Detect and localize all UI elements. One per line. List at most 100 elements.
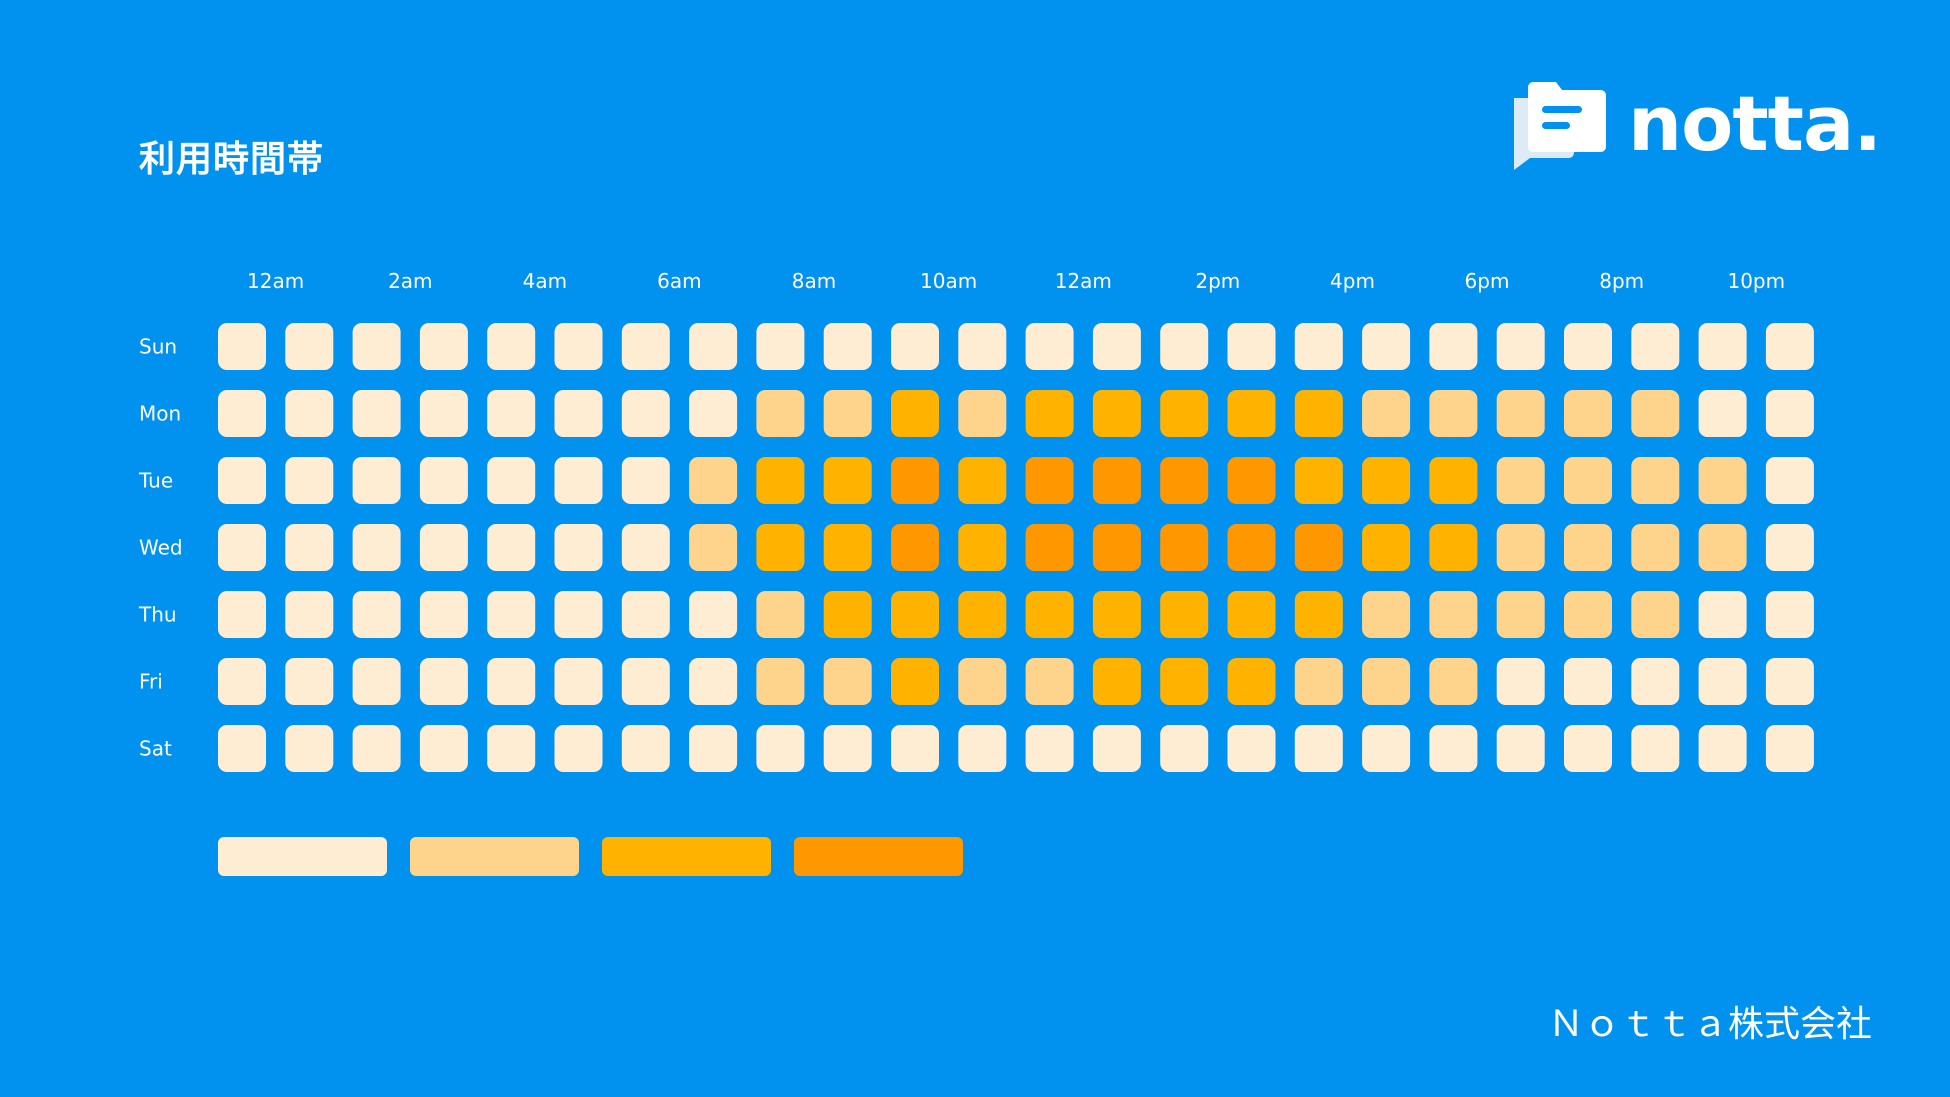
heatmap-cell-sun-19 (1496, 323, 1545, 370)
row-label-tue: Tue (138, 469, 173, 493)
heatmap-cell-thu-7 (689, 591, 738, 638)
x-tick-label-7: 2pm (1195, 269, 1240, 293)
heatmap-cell-sun-17 (1362, 323, 1411, 370)
heatmap-cell-mon-2 (352, 390, 401, 437)
heatmap-cell-wed-18 (1429, 524, 1478, 571)
heatmap-cell-tue-13 (1092, 457, 1141, 504)
legend-swatch-1 (410, 837, 579, 876)
heatmap-cell-sun-23 (1765, 323, 1814, 370)
heatmap-cell-sun-18 (1429, 323, 1478, 370)
heatmap-cell-wed-4 (487, 524, 536, 571)
heatmap-cell-tue-6 (621, 457, 670, 504)
heatmap-cell-fri-12 (1025, 658, 1074, 705)
heatmap-cell-sat-22 (1698, 725, 1747, 772)
x-tick-label-4: 8am (792, 269, 836, 293)
heatmap-cell-wed-1 (285, 524, 334, 571)
heatmap-cell-sun-12 (1025, 323, 1074, 370)
heatmap-cell-thu-23 (1765, 591, 1814, 638)
heatmap-cell-thu-14 (1160, 591, 1209, 638)
heatmap-cell-tue-21 (1631, 457, 1680, 504)
heatmap-cell-fri-20 (1564, 658, 1612, 705)
x-tick-label-0: 12am (247, 269, 304, 293)
heatmap-cell-tue-3 (419, 457, 468, 504)
heatmap-cell-mon-14 (1160, 390, 1209, 437)
row-label-sat: Sat (139, 737, 172, 761)
heatmap-cell-sun-13 (1092, 323, 1141, 370)
heatmap-cell-fri-6 (621, 658, 670, 705)
heatmap-cell-mon-15 (1227, 390, 1276, 437)
heatmap-cell-mon-9 (823, 390, 872, 437)
heatmap-cell-mon-10 (891, 390, 939, 437)
heatmap-cell-fri-19 (1496, 658, 1545, 705)
heatmap-cell-wed-23 (1765, 524, 1814, 571)
heatmap-cell-thu-15 (1227, 591, 1276, 638)
heatmap-cell-tue-20 (1564, 457, 1612, 504)
heatmap-cell-sat-9 (823, 725, 872, 772)
x-tick-label-6: 12am (1055, 269, 1112, 293)
heatmap-cell-thu-1 (285, 591, 334, 638)
x-tick-label-3: 6am (657, 269, 701, 293)
heatmap-cell-wed-7 (689, 524, 738, 571)
heatmap-cell-sat-8 (756, 725, 805, 772)
heatmap-cell-sat-6 (621, 725, 670, 772)
heatmap-cell-thu-19 (1496, 591, 1545, 638)
legend-swatch-3 (794, 837, 963, 876)
heatmap-cell-tue-16 (1294, 457, 1343, 504)
heatmap-cell-wed-10 (891, 524, 939, 571)
heatmap-cell-thu-17 (1362, 591, 1411, 638)
heatmap-cell-mon-18 (1429, 390, 1478, 437)
heatmap-cell-sat-19 (1496, 725, 1545, 772)
heatmap-cell-fri-11 (958, 658, 1007, 705)
x-tick-label-9: 6pm (1465, 269, 1510, 293)
row-label-fri: Fri (139, 670, 163, 694)
heatmap-cell-tue-7 (689, 457, 738, 504)
heatmap-cell-sun-10 (891, 323, 939, 370)
heatmap-cell-thu-21 (1631, 591, 1680, 638)
heatmap-cell-tue-8 (756, 457, 805, 504)
heatmap-cell-tue-11 (958, 457, 1007, 504)
heatmap-cell-sat-17 (1362, 725, 1411, 772)
heatmap-cell-wed-3 (419, 524, 468, 571)
heatmap-cell-sun-6 (621, 323, 670, 370)
heatmap-cell-thu-3 (419, 591, 468, 638)
heatmap-cell-sun-22 (1698, 323, 1747, 370)
heatmap-cell-wed-13 (1092, 524, 1141, 571)
heatmap-cell-tue-23 (1765, 457, 1814, 504)
heatmap-cell-tue-15 (1227, 457, 1276, 504)
heatmap-cell-wed-0 (218, 524, 266, 571)
heatmap-cell-wed-9 (823, 524, 872, 571)
heatmap-cell-thu-12 (1025, 591, 1074, 638)
heatmap-cell-thu-18 (1429, 591, 1478, 638)
heatmap-cell-fri-22 (1698, 658, 1747, 705)
heatmap-cell-wed-11 (958, 524, 1007, 571)
heatmap-cell-sat-16 (1294, 725, 1343, 772)
heatmap-cell-sat-5 (554, 725, 603, 772)
heatmap-cell-fri-16 (1294, 658, 1343, 705)
heatmap-cell-mon-21 (1631, 390, 1680, 437)
heatmap-cell-wed-16 (1294, 524, 1343, 571)
heatmap-cell-sat-4 (487, 725, 536, 772)
heatmap-cell-wed-8 (756, 524, 805, 571)
heatmap-cell-thu-9 (823, 591, 872, 638)
heatmap-cell-tue-5 (554, 457, 603, 504)
row-label-thu: Thu (138, 603, 177, 627)
heatmap-cell-sun-16 (1294, 323, 1343, 370)
heatmap-cell-tue-14 (1160, 457, 1209, 504)
heatmap-cell-thu-13 (1092, 591, 1141, 638)
heatmap-cell-fri-8 (756, 658, 805, 705)
heatmap-cell-mon-12 (1025, 390, 1074, 437)
heatmap-cell-wed-12 (1025, 524, 1074, 571)
heatmap-cell-wed-6 (621, 524, 670, 571)
heatmap-cell-tue-22 (1698, 457, 1747, 504)
heatmap-cell-sun-15 (1227, 323, 1276, 370)
row-label-mon: Mon (139, 402, 181, 426)
heatmap-cell-sat-12 (1025, 725, 1074, 772)
notta-logo: notta. (1508, 78, 1882, 174)
note-chat-icon (1514, 82, 1606, 170)
heatmap-cell-fri-21 (1631, 658, 1680, 705)
heatmap-cell-sat-10 (891, 725, 939, 772)
heatmap-cell-mon-23 (1765, 390, 1814, 437)
heatmap-cell-sat-14 (1160, 725, 1209, 772)
heatmap-cell-tue-10 (891, 457, 939, 504)
heatmap-cell-fri-0 (218, 658, 266, 705)
